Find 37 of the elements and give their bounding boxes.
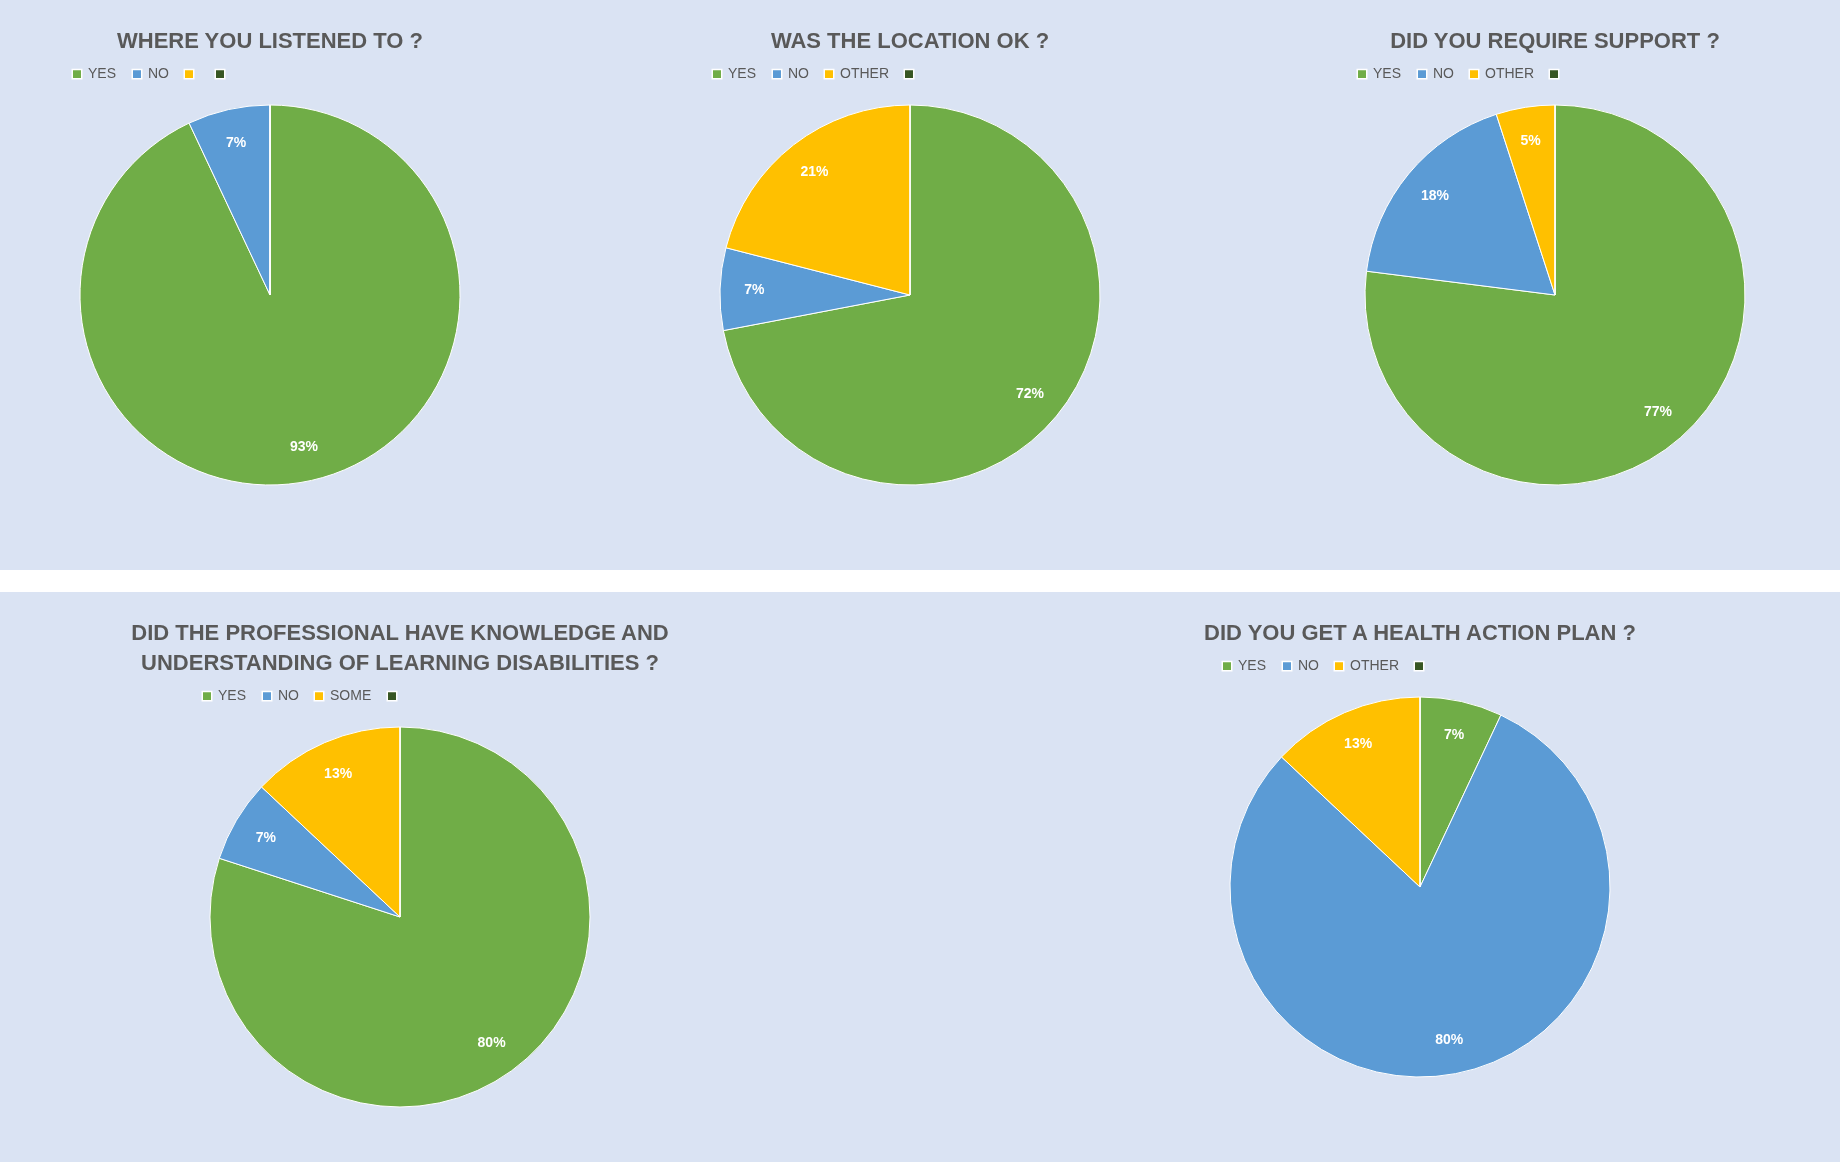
pie-slice — [209, 726, 591, 1108]
data-label: 80% — [1435, 1031, 1464, 1048]
legend-label: YES — [218, 687, 247, 704]
data-label: 7% — [744, 281, 765, 298]
data-label: 7% — [255, 828, 277, 845]
legend-label: OTHER — [1350, 657, 1399, 674]
data-label: 13% — [324, 765, 353, 782]
chart-title: DID YOU REQUIRE SUPPORT ? — [1390, 28, 1720, 53]
legend-label: YES — [728, 65, 757, 82]
pie-slice — [722, 104, 1101, 486]
legend-label: NO — [148, 65, 170, 82]
pie-slice — [79, 104, 461, 486]
legend-label: YES — [1373, 65, 1402, 82]
data-label: 93% — [289, 438, 319, 455]
data-label: 5% — [1520, 132, 1542, 149]
data-label: 13% — [1344, 735, 1373, 752]
data-label: 77% — [1644, 402, 1673, 419]
data-label: 18% — [1420, 186, 1450, 203]
legend-label: YES — [1238, 657, 1267, 674]
pie-slice — [1364, 104, 1746, 486]
legend-label: NO — [788, 65, 810, 82]
chart-title: DID YOU GET A HEALTH ACTION PLAN ? — [1204, 620, 1636, 645]
data-label: 21% — [800, 162, 830, 179]
legend-label: SOME — [330, 687, 372, 704]
chart-title: WAS THE LOCATION OK ? — [770, 28, 1050, 53]
legend-label: NO — [278, 687, 300, 704]
chart-title: DID THE PROFESSIONAL HAVE KNOWLEDGE AND UNDERSTANDING OF LEARNING DISABILITIES ? — [131, 620, 669, 675]
data-label: 7% — [225, 133, 247, 150]
legend-label: NO — [1433, 65, 1455, 82]
data-label: 72% — [1016, 385, 1045, 402]
data-label: 80% — [477, 1034, 507, 1051]
legend-label: NO — [1298, 657, 1320, 674]
legend-label: OTHER — [840, 65, 889, 82]
data-label: 7% — [1443, 725, 1465, 742]
legend-label: YES — [88, 65, 117, 82]
chart-title: WHERE YOU LISTENED TO ? — [117, 28, 423, 53]
legend-label: OTHER — [1485, 65, 1534, 82]
